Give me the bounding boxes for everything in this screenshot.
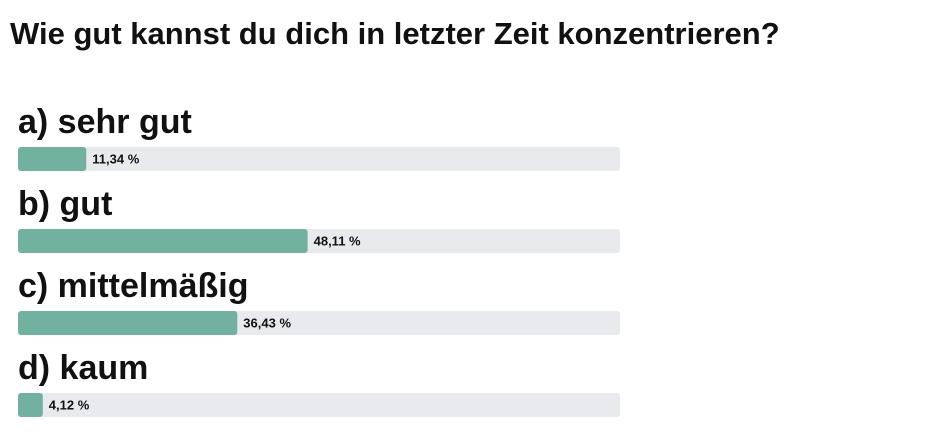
category-label: b) gut [18, 185, 112, 223]
bar [18, 147, 87, 171]
bar [18, 311, 238, 335]
category-label: d) kaum [18, 349, 148, 387]
bar [18, 393, 43, 417]
chart-title: Wie gut kannst du dich in letzter Zeit k… [10, 16, 780, 51]
value-label: 36,43 % [243, 315, 291, 330]
category-label: c) mittelmäßig [18, 267, 248, 305]
value-label: 11,34 % [92, 151, 139, 166]
value-label: 4,12 % [49, 397, 90, 412]
value-label: 48,11 % [314, 233, 361, 248]
bar-track [18, 393, 620, 417]
bar [18, 229, 308, 253]
bar-track [18, 147, 620, 171]
category-label: a) sehr gut [18, 103, 192, 141]
